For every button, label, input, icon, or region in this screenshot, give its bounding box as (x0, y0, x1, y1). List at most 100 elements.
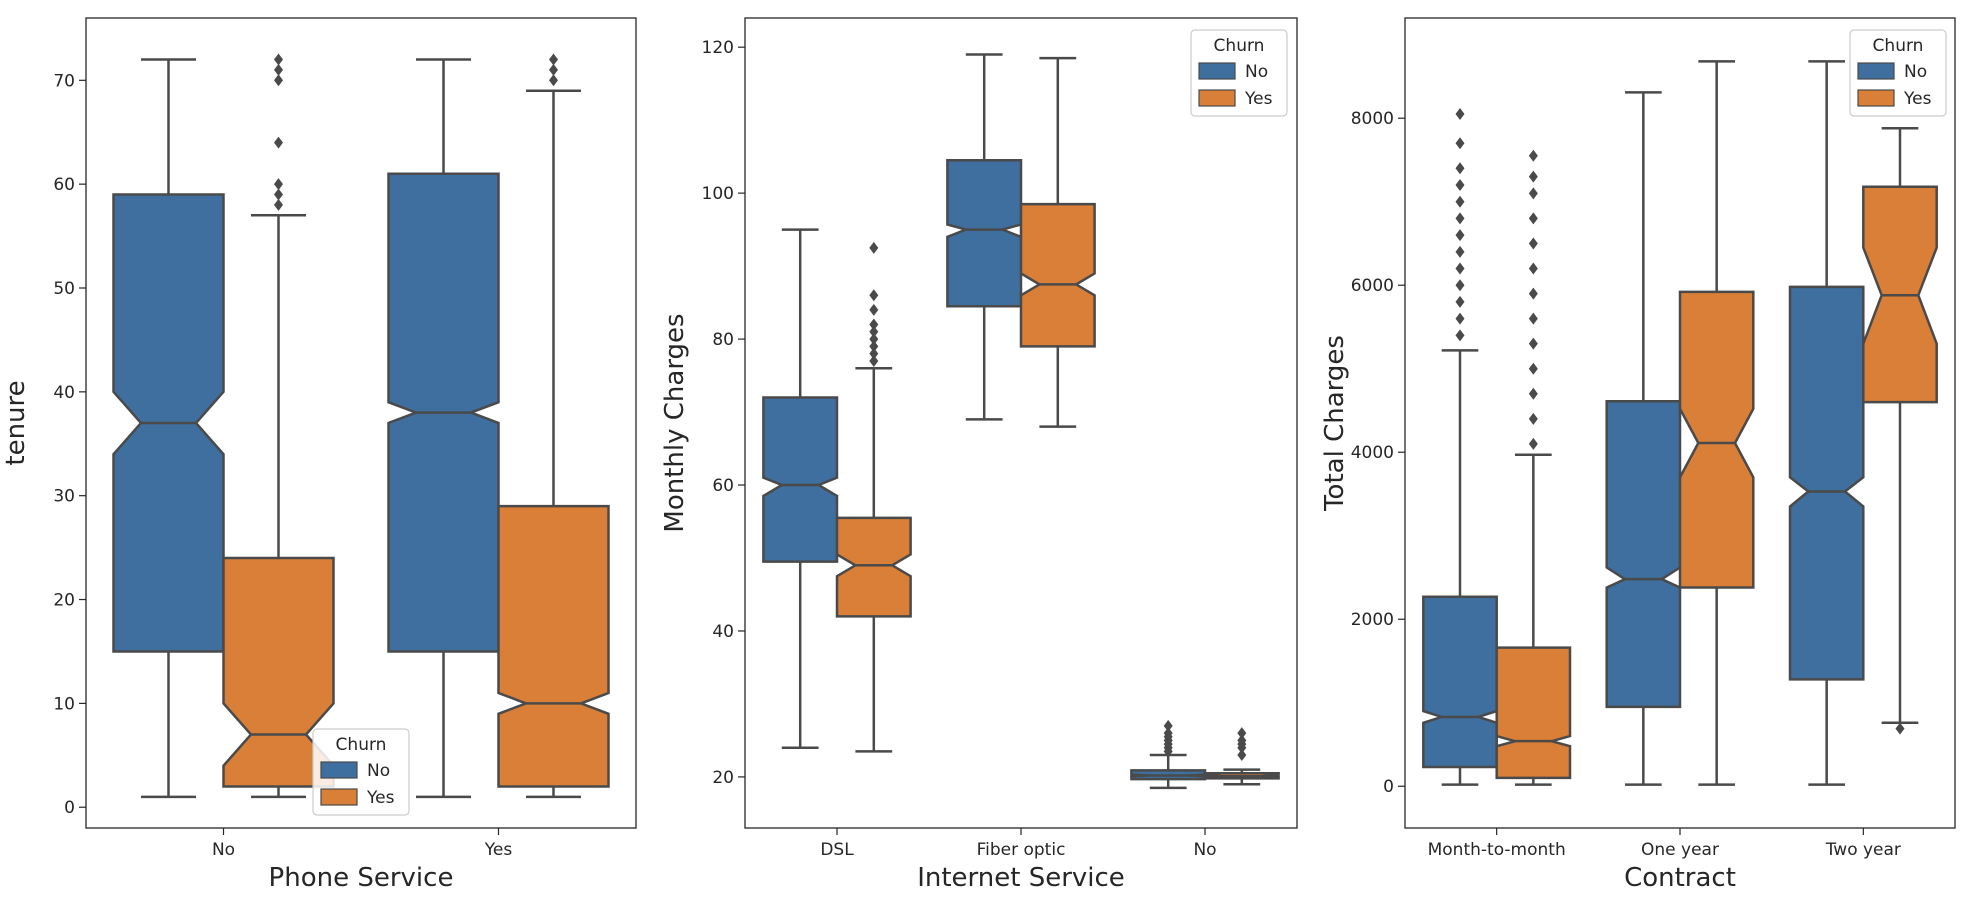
outlier-point (1528, 170, 1538, 183)
legend: Churn No Yes (1190, 29, 1288, 117)
box-yes-yes (497, 53, 610, 799)
outlier-point (1163, 719, 1173, 732)
legend-label-yes: Yes (1244, 89, 1273, 109)
outlier-point (274, 74, 283, 87)
legend-swatch-no (1198, 62, 1236, 80)
legend-swatch-yes (1857, 89, 1895, 107)
y-axis-label: Total Charges (1320, 335, 1350, 512)
outlier-point (1455, 262, 1465, 275)
x-tick-label: One year (1641, 840, 1719, 860)
notched-box (1422, 595, 1498, 769)
notched-box (1019, 202, 1096, 348)
notched-box (835, 516, 912, 618)
y-tick-label: 20 (712, 768, 734, 788)
box-no-two-year (1788, 60, 1865, 786)
outlier-point (1455, 137, 1465, 150)
y-tick-label: 20 (53, 591, 75, 611)
outlier-point (1528, 437, 1538, 450)
y-tick-label: 70 (53, 71, 75, 91)
notched-box (946, 159, 1023, 308)
box-yes-fiber-optic (1019, 56, 1096, 428)
y-axis-label: tenure (1, 380, 31, 465)
x-tick-label: DSL (820, 840, 854, 860)
outlier-point (1528, 362, 1538, 375)
outlier-point (1528, 287, 1538, 300)
y-tick-label: 40 (53, 383, 75, 403)
outlier-point (869, 289, 879, 302)
box-yes-dsl (835, 241, 912, 753)
legend-swatch-yes (320, 788, 358, 806)
outlier-point (274, 198, 283, 211)
outlier-point (1528, 312, 1538, 325)
outlier-point (1455, 229, 1465, 242)
x-tick-label: Two year (1825, 840, 1901, 860)
chart-panel-1: 0 10 20 30 40 50 60 70 No Yes Phone Service tenure C… (1, 17, 637, 893)
outlier-point (1455, 245, 1465, 258)
y-tick-label: 2000 (1351, 610, 1394, 630)
legend-swatch-no (320, 761, 358, 779)
legend-label-yes: Yes (1903, 89, 1932, 109)
box-yes-no (222, 53, 335, 799)
outlier-point (869, 347, 879, 360)
legend-swatch-yes (1198, 89, 1236, 107)
y-tick-label: 6000 (1351, 276, 1394, 296)
legend: Churn No Yes (1849, 29, 1947, 117)
outlier-point (1528, 337, 1538, 350)
x-tick-label: No (1193, 840, 1216, 860)
notched-box (1678, 290, 1755, 589)
box-no-fiber-optic (946, 53, 1023, 421)
notched-box (497, 504, 610, 788)
legend-label-no: No (1904, 62, 1927, 82)
notched-box (1495, 646, 1572, 780)
outlier-point (274, 53, 283, 66)
outlier-point (1528, 387, 1538, 400)
box-no-yes (387, 58, 500, 799)
outlier-point (1455, 195, 1465, 208)
outlier-point (1455, 162, 1465, 175)
legend-title: Churn (1873, 36, 1924, 56)
chart-panel-3: 0 2000 4000 6000 8000 Month-to-month One year T… (1320, 17, 1956, 893)
outlier-point (1528, 262, 1538, 275)
outlier-point (1528, 149, 1538, 162)
x-axis-label: Phone Service (269, 863, 454, 893)
y-tick-label: 4000 (1351, 443, 1394, 463)
box-no-no (1130, 719, 1207, 790)
x-tick-label: No (212, 840, 235, 860)
box-yes-one-year (1678, 60, 1755, 786)
y-tick-label: 40 (712, 622, 734, 642)
x-tick-label: Yes (484, 840, 513, 860)
y-axis-label: Monthly Charges (660, 313, 690, 532)
outlier-point (549, 53, 558, 66)
outlier-point (549, 63, 558, 76)
outlier-point (274, 136, 283, 149)
legend-label-no: No (367, 761, 390, 781)
legend-swatch-no (1857, 62, 1895, 80)
y-tick-label: 0 (64, 798, 75, 818)
outlier-point (869, 241, 879, 254)
outlier-point (1528, 187, 1538, 200)
outlier-point (1455, 108, 1465, 121)
x-axis-label: Internet Service (917, 863, 1125, 893)
box-no-one-year (1605, 91, 1682, 786)
outlier-point (1163, 727, 1173, 740)
x-axis-label: Contract (1624, 863, 1736, 893)
notched-box (1788, 285, 1865, 681)
box-yes-two-year (1862, 126, 1938, 735)
outlier-point (869, 340, 879, 353)
outlier-point (1237, 749, 1247, 762)
box-no-month-to-month (1422, 108, 1498, 786)
y-tick-label: 60 (712, 476, 734, 496)
notched-box (762, 396, 839, 563)
y-tick-label: 100 (702, 184, 734, 204)
box-yes-no (1203, 727, 1280, 786)
box-no-dsl (762, 228, 839, 749)
outlier-point (869, 303, 879, 316)
outlier-point (549, 74, 558, 87)
legend-label-yes: Yes (366, 788, 395, 808)
legend-title: Churn (336, 735, 387, 755)
outlier-point (869, 318, 879, 331)
outlier-point (1455, 179, 1465, 192)
outlier-point (1237, 734, 1247, 747)
legend-title: Churn (1214, 36, 1265, 56)
